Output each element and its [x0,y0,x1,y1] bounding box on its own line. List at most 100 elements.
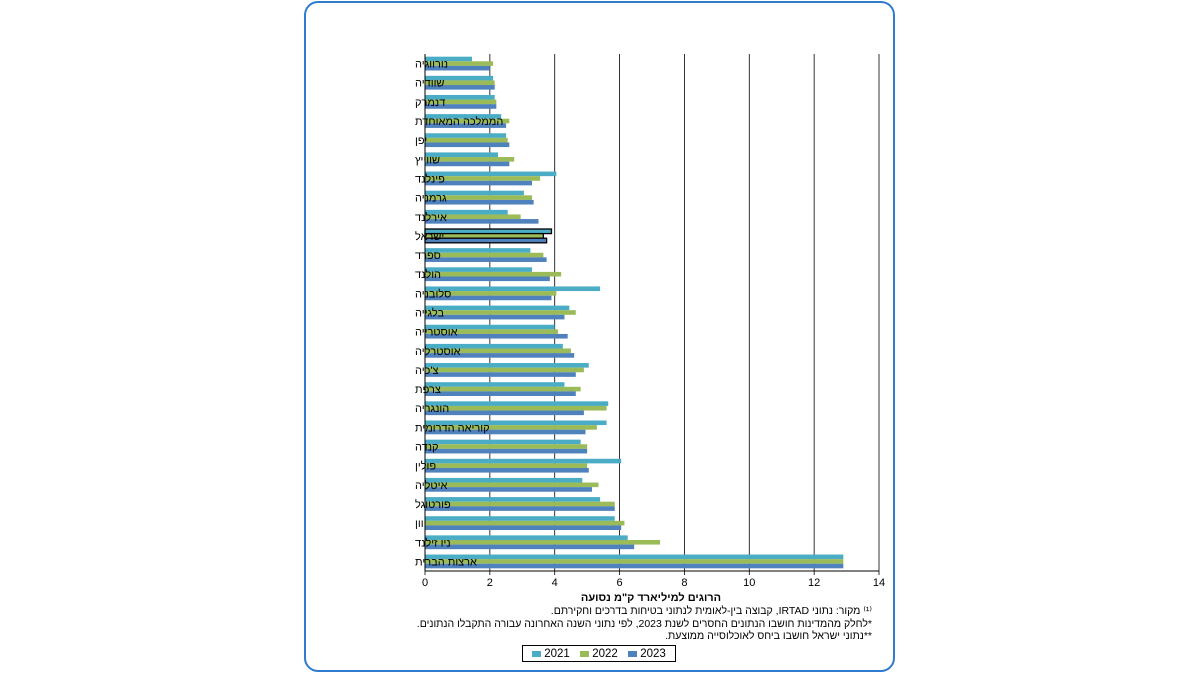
bar-2023 [425,391,576,396]
bar-2021 [425,267,533,272]
bar-2021 [425,190,524,196]
bar-2022 [425,214,521,220]
legend-swatch-2021 [532,650,542,657]
legend-swatch-2022 [580,650,590,657]
bar-2022 [425,367,584,373]
bar-2022 [425,176,541,181]
bar-2023 [425,353,575,358]
bar-2022 [425,559,844,564]
x-tick-label: 4 [552,577,558,589]
category-label: דנמרק [415,97,445,109]
bar-2023 [425,295,552,301]
x-tick-label: 6 [617,577,623,589]
bar-2021 [425,382,565,387]
bar-2023 [425,65,490,71]
x-tick-label: 14 [873,577,885,589]
bar-2023 [425,544,635,550]
bar-2022 [425,329,558,334]
bar-2022 [425,520,625,526]
bar-2023 [425,333,568,339]
bar-2021 [425,516,615,521]
bar-2022 [425,80,495,86]
bar-2022 [425,539,661,545]
bar-2023 [425,104,497,109]
bar-2021 [425,56,473,62]
category-label: שווייץ [415,154,440,166]
category-label: ניו זילנד [415,536,451,549]
category-label: נורווגיה [415,59,448,71]
bar-2023 [425,525,622,531]
footnote-source: ⁽¹⁾ מקור: נתוני IRTAD, קבוצה בין-לאומית … [550,605,872,617]
category-label: אוסטרליה [415,345,461,358]
legend: 2021 2022 2023 [522,645,676,662]
bar-2021 [425,439,581,445]
bar-2021 [425,497,601,502]
bar-2022 [425,195,533,200]
category-label: אירלנד [415,211,447,224]
bar-2021 [425,171,557,177]
bar-2022 [425,137,508,143]
bar-2021 [425,343,563,349]
category-label: גרמניה [415,193,447,205]
bar-2023 [425,142,510,148]
bar-2023 [425,487,593,492]
bar-2021 [425,324,555,330]
bar-2023 [425,180,533,186]
bar-2021 [425,152,498,158]
bar-2023 [425,506,615,511]
bar-2021 [425,75,494,81]
category-label: ארצות הברית [415,556,477,568]
category-label: סלובניה [415,287,451,300]
bar-2021 [425,286,601,292]
bar-2021 [425,133,507,138]
legend-item-2023: 2023 [628,648,666,660]
bar-2022 [425,425,597,430]
bar-2023 [425,429,586,435]
category-label: בלגייה [415,307,445,320]
category-label: קנדה [415,442,439,454]
bar-2021 [425,305,570,311]
legend-label-2021: 2021 [544,647,570,660]
bar-2023 [425,219,539,224]
category-label: יוון [415,518,426,530]
category-labels: נורווגיה שוודיה דנמרק הממלכה המאוחדת יפן שווי… [415,59,503,569]
bar-2023 [425,563,844,569]
legend-swatch-2023 [628,650,638,657]
category-label: הולנד [415,268,441,281]
bar-2021 [425,554,844,560]
category-label: פולין [415,460,436,473]
x-tick-label: 8 [681,577,687,589]
bar-2022 [425,310,576,315]
bar-2022 [425,61,494,66]
bar-2021 [425,458,622,464]
bar-2021 [425,94,495,100]
bar-2023 [425,123,507,128]
bar-2022 [425,348,571,354]
bar-2023 [425,448,588,454]
bar-2023 [425,199,534,205]
footnote-israel: **נתוני ישראל חושבו ביחס לאוכלוסייה ממוצ… [665,630,872,642]
category-label: קוריאה הדרומית [415,422,490,434]
bar-2021 [425,401,609,406]
bar-2023 [425,467,589,473]
x-axis-label: הרוגים למיליארד ק"מ נסועה [581,591,721,604]
footnote-missing-data: *לחלק מהמדינות חושבו הנתונים החסרים לשנת… [416,617,872,630]
category-label: ישראל [415,230,444,243]
category-label: הונגריה [415,403,449,415]
category-label: שוודיה [415,78,444,90]
bar-2022 [425,157,515,162]
bar-2022 [425,463,588,468]
bar-2022 [425,99,497,105]
bar-2022 [425,386,581,392]
legend-item-2021: 2021 [532,648,570,660]
legend-label-2023: 2023 [640,647,666,660]
bar-2021 [425,477,583,483]
bar-2022 [425,271,562,277]
bar-2023 [425,372,576,377]
bar-2022 [425,405,607,411]
tick-labels: 0 2 4 6 8 10 12 14 [422,577,885,589]
bar-2021 [425,248,531,253]
category-label: איטליה [415,479,447,492]
bars [424,56,844,569]
